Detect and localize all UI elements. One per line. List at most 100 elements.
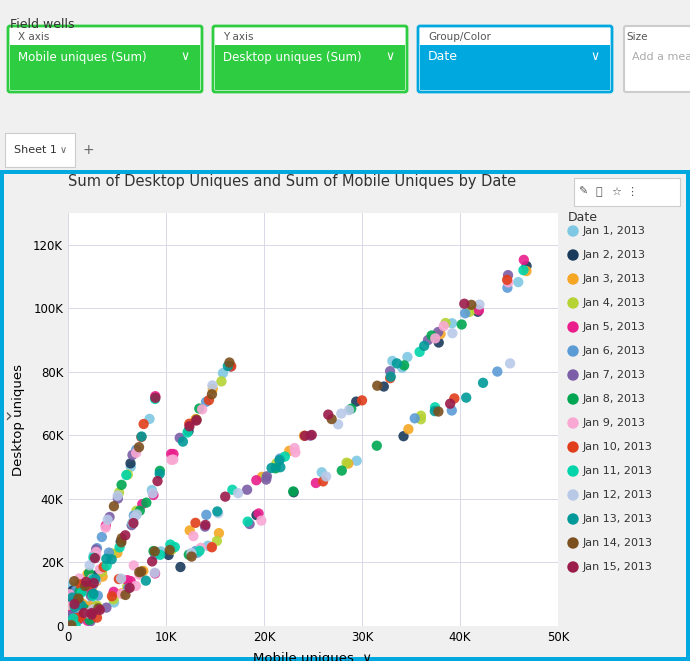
Text: Add a mea: Add a mea bbox=[632, 52, 690, 62]
Point bbox=[341, 457, 352, 468]
Point bbox=[87, 604, 98, 615]
Point bbox=[86, 609, 97, 620]
Text: Desktop uniques (Sum): Desktop uniques (Sum) bbox=[223, 50, 362, 63]
Text: Jan 11, 2013: Jan 11, 2013 bbox=[583, 466, 653, 476]
Point bbox=[97, 571, 108, 582]
Point bbox=[112, 490, 124, 501]
Point bbox=[275, 462, 286, 473]
Point bbox=[136, 432, 147, 442]
Text: Jan 5, 2013: Jan 5, 2013 bbox=[583, 322, 646, 332]
Point bbox=[169, 542, 180, 553]
Point bbox=[430, 333, 441, 344]
Y-axis label: Desktop uniques: Desktop uniques bbox=[12, 364, 25, 475]
Point bbox=[266, 463, 277, 473]
Text: Jan 15, 2013: Jan 15, 2013 bbox=[583, 562, 653, 572]
Point bbox=[79, 604, 90, 615]
Point bbox=[88, 590, 99, 601]
Point bbox=[84, 560, 95, 570]
Point bbox=[86, 578, 97, 589]
Point bbox=[262, 471, 273, 482]
Point bbox=[116, 588, 127, 599]
Point bbox=[95, 605, 106, 615]
Point bbox=[74, 613, 85, 623]
Point bbox=[104, 512, 115, 522]
Point bbox=[472, 307, 483, 317]
Point bbox=[261, 475, 272, 485]
Point bbox=[130, 510, 141, 521]
Point bbox=[83, 568, 95, 578]
Point bbox=[206, 542, 217, 553]
Point bbox=[69, 590, 80, 600]
Point bbox=[195, 543, 206, 553]
Point bbox=[72, 595, 83, 605]
Point bbox=[200, 520, 211, 530]
Point bbox=[90, 547, 101, 557]
Point bbox=[101, 602, 112, 613]
Point bbox=[77, 609, 88, 620]
Point bbox=[90, 574, 101, 584]
Point bbox=[184, 421, 195, 432]
Text: Size: Size bbox=[626, 32, 647, 42]
Bar bbox=[5, 133, 75, 167]
Point bbox=[70, 621, 81, 631]
Point bbox=[166, 455, 177, 465]
Point bbox=[147, 488, 158, 498]
Point bbox=[85, 616, 96, 627]
Point bbox=[244, 519, 255, 529]
Point bbox=[66, 613, 77, 624]
Point bbox=[184, 418, 195, 429]
Point bbox=[83, 608, 94, 619]
Point bbox=[82, 575, 93, 586]
Point bbox=[207, 380, 218, 391]
Point bbox=[65, 613, 76, 623]
Point bbox=[233, 488, 244, 498]
Point bbox=[518, 265, 529, 276]
Point bbox=[419, 340, 430, 351]
Text: Sum of Desktop Uniques and Sum of Mobile Uniques by Date: Sum of Desktop Uniques and Sum of Mobile… bbox=[68, 174, 516, 189]
Point bbox=[130, 444, 141, 455]
Point bbox=[372, 381, 383, 391]
Point bbox=[227, 485, 238, 495]
Point bbox=[86, 574, 97, 584]
Point bbox=[87, 590, 98, 600]
Point bbox=[135, 506, 146, 516]
Point bbox=[323, 409, 334, 420]
Point bbox=[429, 406, 440, 416]
Point bbox=[182, 427, 193, 438]
Text: ∨: ∨ bbox=[591, 50, 600, 63]
Point bbox=[155, 465, 166, 476]
Point bbox=[70, 585, 81, 596]
Point bbox=[122, 575, 133, 586]
Point bbox=[75, 586, 86, 597]
Point bbox=[429, 402, 440, 412]
Point bbox=[116, 533, 127, 543]
Point bbox=[216, 376, 227, 387]
Point bbox=[100, 522, 111, 533]
Point bbox=[88, 553, 99, 563]
Point bbox=[199, 522, 210, 532]
Point bbox=[166, 449, 177, 459]
Point bbox=[299, 430, 310, 441]
Point bbox=[191, 414, 202, 425]
Point bbox=[503, 277, 514, 288]
Point bbox=[69, 602, 80, 612]
Circle shape bbox=[568, 298, 578, 308]
Point bbox=[201, 510, 212, 520]
Point bbox=[226, 361, 237, 371]
Point bbox=[122, 469, 133, 480]
Point bbox=[440, 318, 451, 329]
Point bbox=[102, 514, 113, 525]
Point bbox=[194, 403, 205, 414]
Bar bbox=[574, 178, 680, 206]
Bar bbox=[215, 45, 405, 90]
Text: +: + bbox=[82, 143, 94, 157]
Point bbox=[168, 454, 179, 465]
Text: Jan 2, 2013: Jan 2, 2013 bbox=[583, 250, 646, 260]
Point bbox=[387, 356, 398, 366]
Point bbox=[190, 518, 201, 528]
Circle shape bbox=[568, 466, 578, 476]
Point bbox=[108, 597, 119, 607]
Point bbox=[155, 546, 166, 557]
Point bbox=[127, 449, 138, 460]
Point bbox=[92, 612, 103, 623]
